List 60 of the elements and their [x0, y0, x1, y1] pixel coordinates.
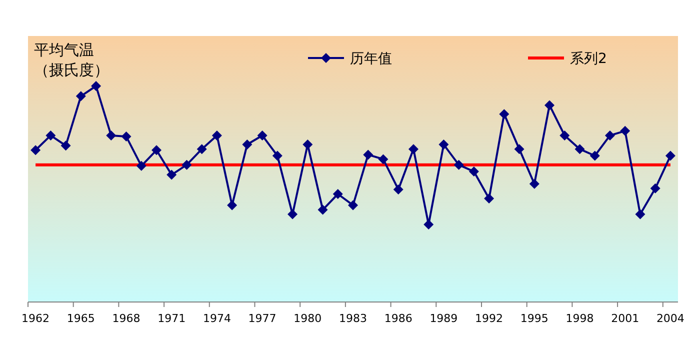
point — [363, 150, 374, 160]
point — [106, 130, 116, 140]
point — [257, 130, 268, 140]
point — [136, 160, 146, 171]
point — [182, 160, 192, 170]
x-tick-label: 1965 — [66, 312, 95, 325]
point — [242, 140, 252, 150]
point — [620, 126, 630, 136]
point — [438, 140, 449, 150]
point — [348, 200, 358, 210]
point — [151, 145, 162, 156]
point — [121, 132, 132, 142]
point — [272, 150, 282, 161]
x-tick-label: 2004 — [656, 312, 684, 325]
x-tick-label: 1977 — [248, 312, 276, 325]
y-axis-title: 平均气温（摄氏度） — [34, 40, 110, 80]
point — [484, 194, 494, 204]
x-tick-label: 1980 — [294, 312, 322, 325]
point — [60, 140, 71, 151]
point — [212, 130, 222, 140]
point — [196, 144, 207, 154]
point — [408, 144, 418, 154]
point — [166, 170, 177, 180]
x-tick-label: 2001 — [611, 312, 640, 325]
point — [665, 150, 676, 161]
x-tick-label: 1986 — [384, 312, 412, 325]
point — [30, 145, 41, 156]
legend-label: 系列2 — [570, 51, 607, 67]
point — [544, 100, 555, 110]
point — [46, 130, 56, 140]
point — [574, 144, 585, 154]
point — [76, 91, 86, 102]
point — [560, 130, 570, 140]
point — [227, 200, 238, 210]
point — [499, 109, 510, 120]
x-tick-label: 1992 — [475, 312, 504, 325]
point — [378, 154, 388, 164]
x-tick-label: 1998 — [566, 312, 594, 325]
point — [454, 160, 464, 170]
point — [91, 81, 102, 91]
point — [468, 166, 479, 177]
x-tick-label: 1971 — [158, 312, 186, 325]
point — [529, 178, 540, 189]
point — [650, 183, 660, 194]
x-tick-label: 1968 — [112, 312, 140, 325]
point — [288, 209, 298, 220]
point — [604, 130, 615, 140]
point — [635, 209, 646, 220]
point — [393, 184, 404, 194]
point — [590, 150, 600, 161]
x-tick-label: 1962 — [22, 312, 50, 325]
x-tick-label: 1995 — [520, 312, 548, 325]
x-tick-label: 1989 — [430, 312, 458, 325]
point — [332, 189, 343, 199]
x-tick-label: 1983 — [339, 312, 367, 325]
point — [318, 204, 328, 215]
point — [302, 140, 313, 150]
x-tick-label: 1974 — [202, 312, 231, 325]
legend-label: 历年值 — [350, 51, 392, 67]
point — [514, 144, 524, 154]
